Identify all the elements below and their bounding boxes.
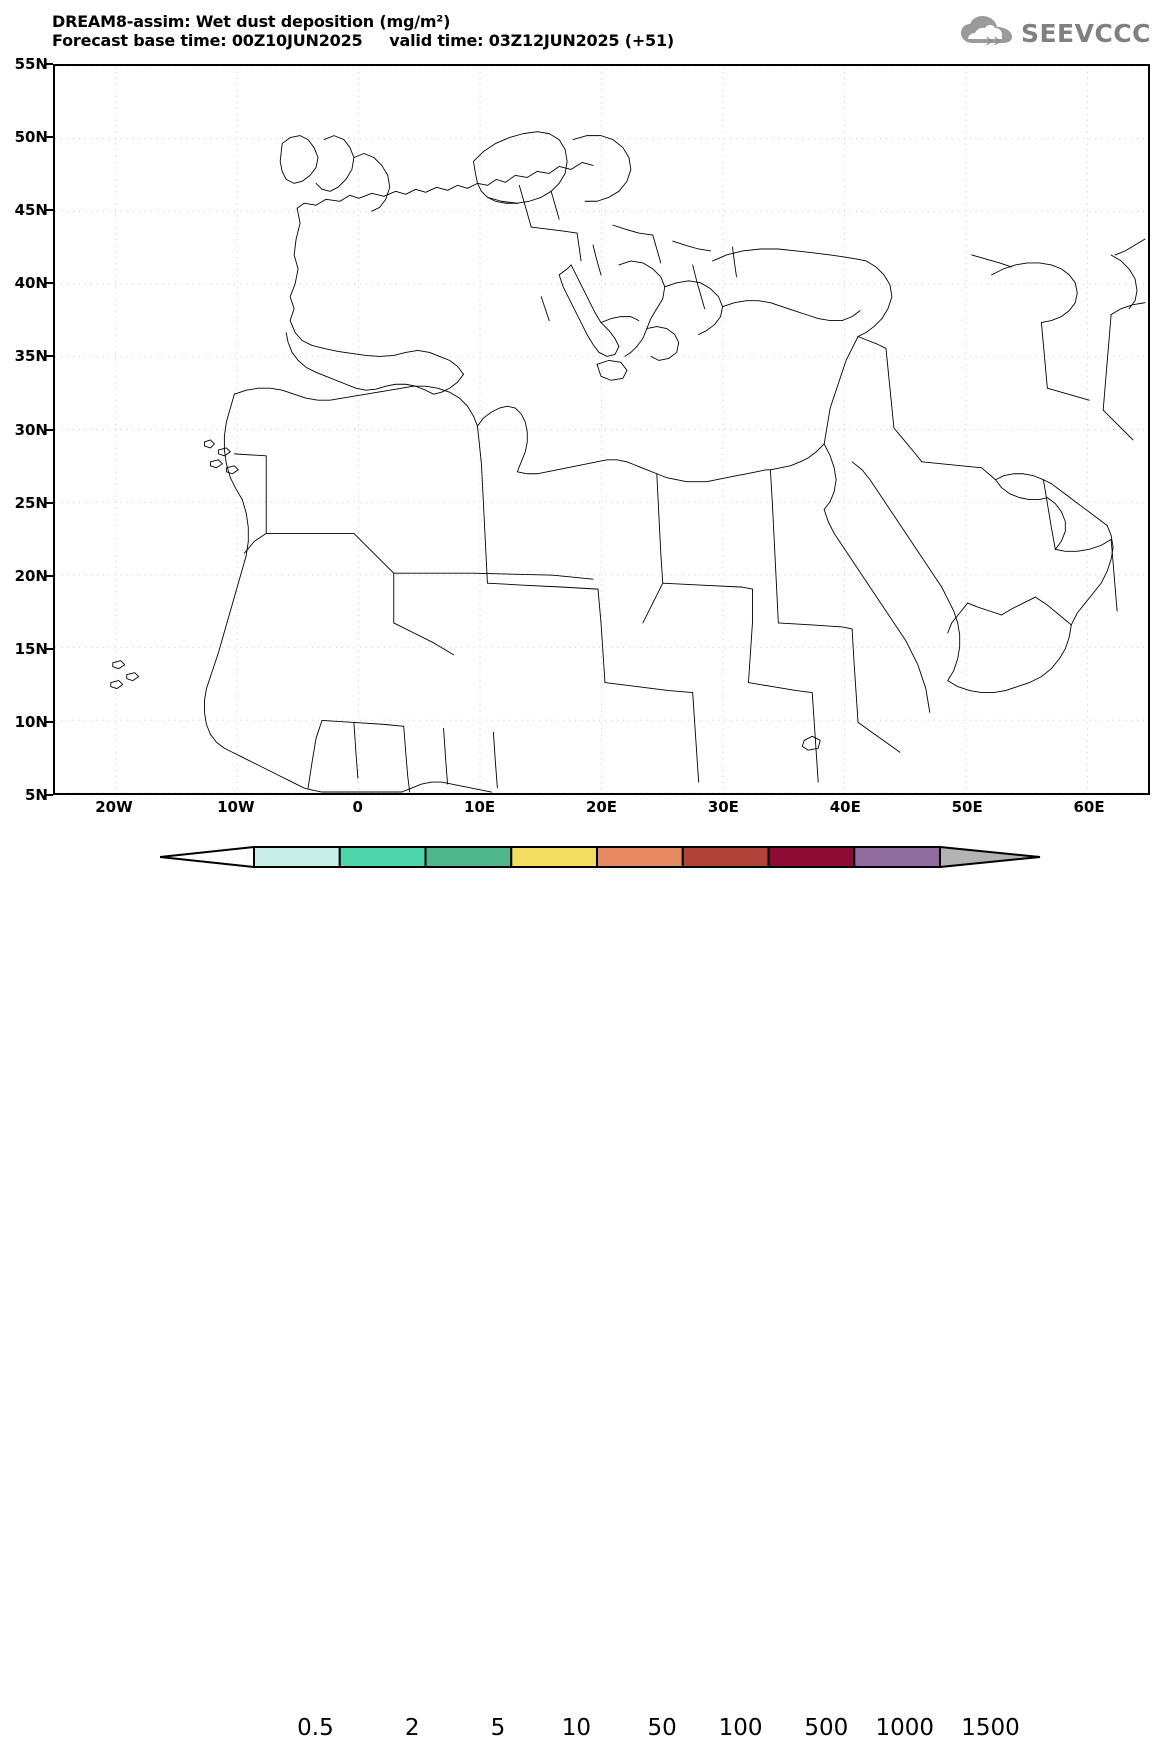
latitude-tick-mark — [44, 647, 53, 650]
longitude-tick-label: 20E — [585, 798, 618, 816]
longitude-tick-label: 30E — [707, 798, 739, 816]
colorbar-segment[interactable] — [681, 846, 770, 868]
latitude-tick-label: 25N — [14, 493, 48, 512]
colorbar-segment[interactable] — [510, 846, 598, 868]
logo-text: SEEVCCC — [1020, 18, 1151, 48]
chart-title-block: DREAM8-assim: Wet dust deposition (mg/m²… — [52, 12, 674, 50]
colorbar-tick-label: 1500 — [961, 1715, 1020, 1741]
colorbar-tick-label: 500 — [804, 1715, 849, 1741]
colorbar-tick-label: 5 — [490, 1715, 506, 1741]
colorbar-over-arrow — [939, 845, 1041, 869]
seevccc-logo: SEEVCCC — [960, 16, 1151, 50]
latitude-tick-mark — [44, 501, 53, 504]
longitude-tick-label: 60E — [1073, 798, 1105, 816]
latitude-tick-mark — [44, 428, 53, 431]
latitude-tick-label: 40N — [14, 274, 48, 293]
colorbar-tick-label: 10 — [561, 1715, 591, 1741]
latitude-tick-label: 45N — [14, 201, 48, 220]
chart-title-line2: Forecast base time: 00Z10JUN2025 valid t… — [52, 31, 675, 50]
cloud-icon — [960, 16, 1014, 50]
latitude-tick-mark — [44, 282, 53, 285]
colorbar-tick-label: 1000 — [875, 1715, 934, 1741]
latitude-tick-mark — [44, 574, 53, 577]
chart-title-line1: DREAM8-assim: Wet dust deposition (mg/m²… — [52, 12, 451, 31]
colorbar-tick-label: 0.5 — [297, 1715, 334, 1741]
longitude-tick-label: 50E — [951, 798, 983, 816]
latitude-tick-label: 15N — [14, 639, 48, 658]
latitude-tick-mark — [44, 794, 53, 796]
colorbar-segment[interactable] — [424, 846, 513, 868]
latitude-tick-mark — [44, 209, 53, 212]
map-plot-area[interactable] — [53, 64, 1150, 795]
colorbar-tick-label: 100 — [718, 1715, 763, 1741]
colorbar-swatches[interactable] — [160, 845, 1050, 875]
colorbar-tick-label: 2 — [404, 1715, 420, 1741]
latitude-tick-mark — [44, 355, 53, 358]
colorbar-segment[interactable] — [853, 846, 941, 868]
colorbar-segment[interactable] — [596, 846, 684, 868]
latitude-tick-mark — [44, 63, 53, 65]
colorbar-tick-label: 50 — [647, 1715, 677, 1741]
longitude-tick-label: 0 — [352, 798, 363, 816]
latitude-tick-label: 55N — [14, 55, 48, 73]
latitude-tick-label: 50N — [14, 128, 48, 147]
longitude-tick-label: 10E — [464, 798, 496, 816]
latitude-tick-label: 20N — [14, 566, 48, 585]
longitude-tick-label: 20W — [95, 798, 133, 816]
map-gridlines — [55, 66, 1148, 793]
longitude-tick-label: 40E — [829, 798, 861, 816]
latitude-tick-label: 35N — [14, 347, 48, 366]
longitude-tick-label: 10W — [217, 798, 255, 816]
latitude-tick-mark — [44, 720, 53, 723]
latitude-tick-label: 30N — [14, 420, 48, 439]
latitude-tick-mark — [44, 136, 53, 139]
colorbar-segment[interactable] — [253, 846, 341, 868]
colorbar-segment[interactable] — [767, 846, 856, 868]
latitude-tick-label: 5N — [25, 786, 48, 804]
latitude-tick-label: 10N — [14, 712, 48, 731]
colorbar[interactable]: 0.5 2 5 10 50 100 500 1000 1500 — [0, 845, 1165, 1741]
map-coastlines — [110, 131, 1146, 793]
colorbar-under-arrow — [160, 845, 255, 869]
colorbar-segment[interactable] — [338, 846, 427, 868]
